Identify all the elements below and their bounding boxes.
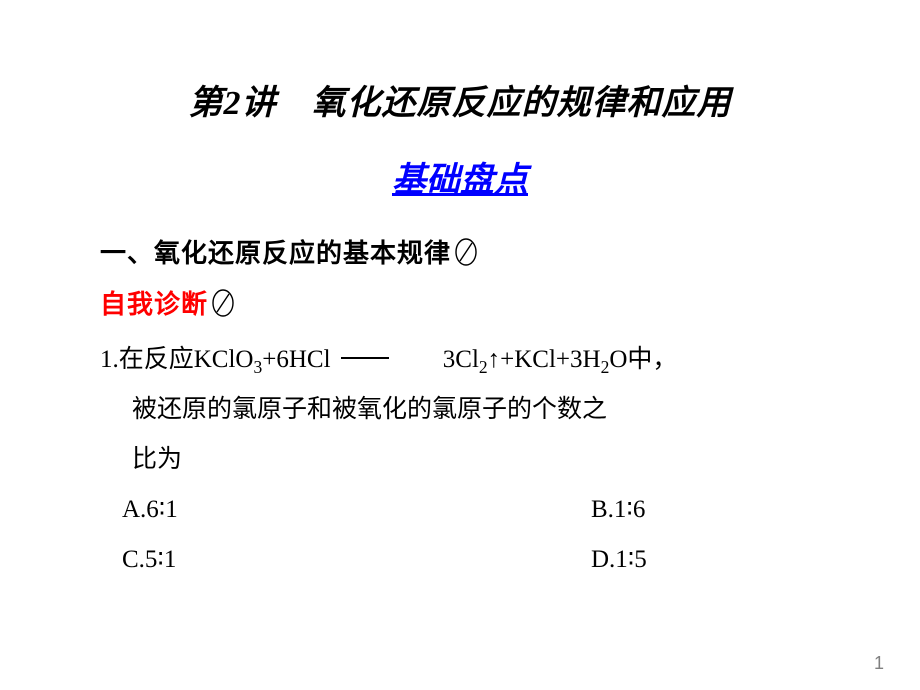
eraser-icon bbox=[453, 237, 479, 267]
q-text: +6HCl bbox=[262, 346, 337, 373]
q-text: ↑+KCl+3H bbox=[488, 346, 601, 373]
section-subtitle: 基础盘点 bbox=[100, 152, 820, 201]
q-text: 3Cl bbox=[393, 346, 479, 373]
q-text: O中， bbox=[609, 346, 677, 373]
q-subscript: 3 bbox=[253, 357, 262, 377]
q-subscript: 2 bbox=[479, 357, 488, 377]
eraser-icon bbox=[210, 288, 236, 318]
question-line-3: 比为 bbox=[100, 435, 820, 485]
option-d: D.1∶5 bbox=[471, 535, 820, 585]
page-number: 1 bbox=[874, 653, 884, 674]
section-heading: 一、氧化还原反应的基本规律 bbox=[100, 233, 820, 270]
option-a: A.6∶1 bbox=[122, 485, 471, 535]
answer-options: A.6∶1 B.1∶6 C.5∶1 D.1∶5 bbox=[100, 485, 820, 585]
reaction-line-icon bbox=[341, 357, 389, 359]
question-line-1: 1.在反应KClO3+6HCl 3Cl2↑+KCl+3H2O中， bbox=[100, 335, 820, 385]
section-heading-text: 一、氧化还原反应的基本规律 bbox=[100, 233, 451, 270]
self-diagnosis-label: 自我诊断 bbox=[100, 284, 820, 321]
question-block: 1.在反应KClO3+6HCl 3Cl2↑+KCl+3H2O中， 被还原的氯原子… bbox=[100, 335, 820, 485]
lecture-title: 第2讲 氧化还原反应的规律和应用 bbox=[100, 75, 820, 124]
question-line-2: 被还原的氯原子和被氧化的氯原子的个数之 bbox=[100, 385, 820, 435]
option-b: B.1∶6 bbox=[471, 485, 820, 535]
slide-page: 第2讲 氧化还原反应的规律和应用 基础盘点 一、氧化还原反应的基本规律 自我诊断… bbox=[0, 0, 920, 625]
option-c: C.5∶1 bbox=[122, 535, 471, 585]
diagnosis-text: 自我诊断 bbox=[100, 284, 208, 321]
q-text: 1.在反应KClO bbox=[100, 346, 253, 373]
